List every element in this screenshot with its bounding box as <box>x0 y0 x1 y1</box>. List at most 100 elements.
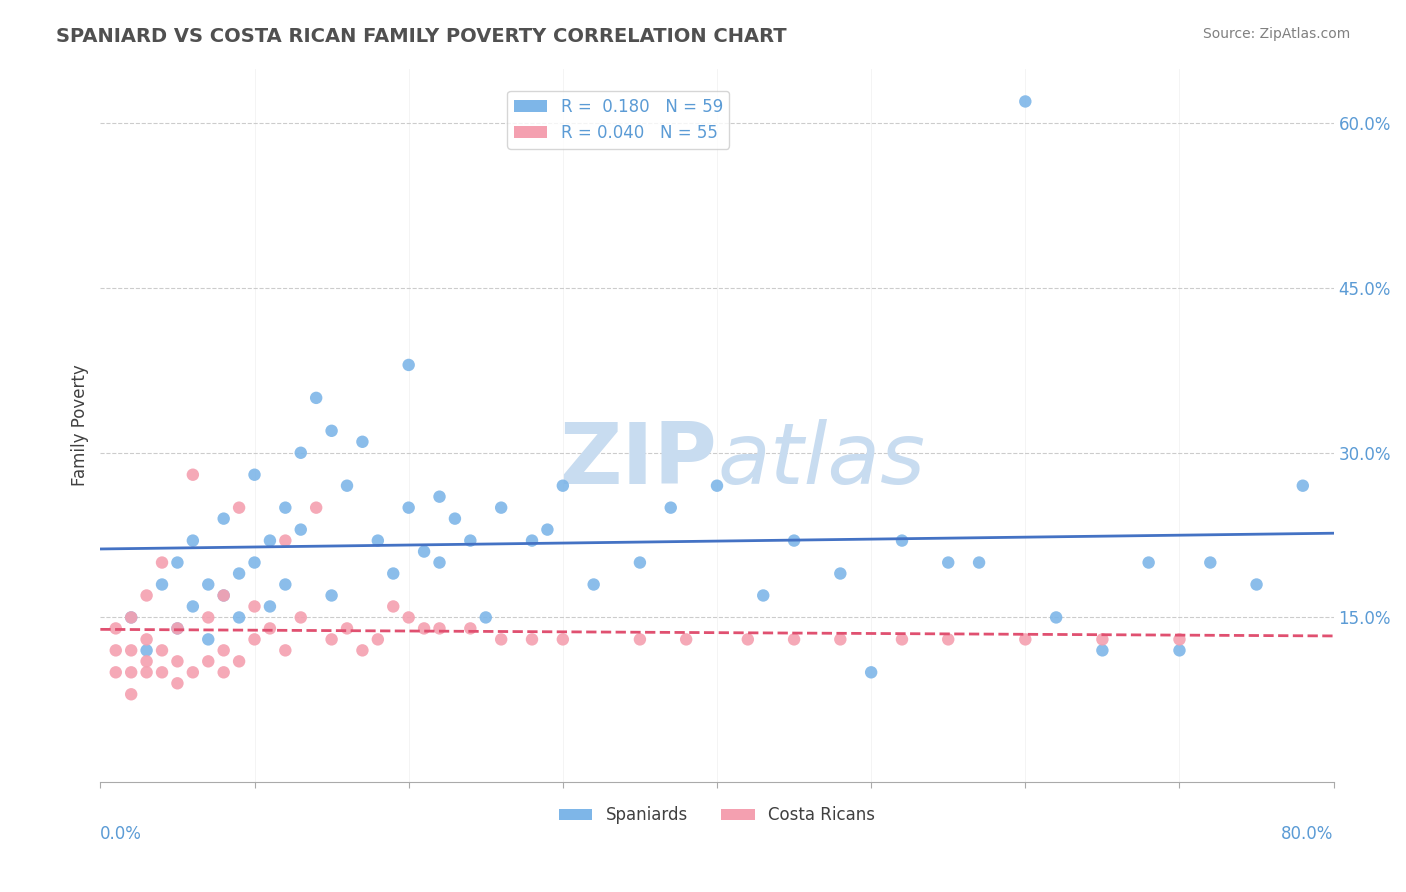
Point <box>891 533 914 548</box>
Point <box>489 632 512 647</box>
Point <box>551 632 574 647</box>
Point <box>274 500 297 515</box>
Point <box>305 391 328 405</box>
Point <box>1091 643 1114 657</box>
Point <box>243 556 266 570</box>
Point <box>181 599 204 614</box>
Point <box>1014 95 1036 109</box>
Point <box>120 687 142 701</box>
Point <box>181 467 204 482</box>
Point <box>382 566 405 581</box>
Point <box>1168 632 1191 647</box>
Point <box>290 446 312 460</box>
Point <box>135 665 157 680</box>
Point <box>120 643 142 657</box>
Point <box>166 621 188 635</box>
Point <box>197 610 219 624</box>
Point <box>398 500 420 515</box>
Point <box>413 621 436 635</box>
Point <box>891 632 914 647</box>
Point <box>197 654 219 668</box>
Text: atlas: atlas <box>717 419 925 502</box>
Text: Source: ZipAtlas.com: Source: ZipAtlas.com <box>1202 27 1350 41</box>
Point <box>706 479 728 493</box>
Point <box>321 424 343 438</box>
Point <box>398 358 420 372</box>
Point <box>830 566 852 581</box>
Point <box>429 621 451 635</box>
Point <box>382 599 405 614</box>
Point <box>860 665 883 680</box>
Point <box>135 589 157 603</box>
Text: 80.0%: 80.0% <box>1281 825 1334 843</box>
Point <box>628 556 651 570</box>
Point <box>305 500 328 515</box>
Point <box>212 511 235 525</box>
Point <box>1168 643 1191 657</box>
Point <box>444 511 467 525</box>
Point <box>830 632 852 647</box>
Text: 0.0%: 0.0% <box>100 825 142 843</box>
Point <box>150 577 173 591</box>
Point <box>228 654 250 668</box>
Point <box>967 556 990 570</box>
Point <box>336 479 359 493</box>
Point <box>212 643 235 657</box>
Point <box>243 632 266 647</box>
Point <box>104 643 127 657</box>
Point <box>212 589 235 603</box>
Point <box>1045 610 1067 624</box>
Point <box>212 665 235 680</box>
Point <box>135 643 157 657</box>
Point <box>1091 632 1114 647</box>
Point <box>259 621 281 635</box>
Point <box>321 589 343 603</box>
Point <box>352 434 374 449</box>
Legend: Spaniards, Costa Ricans: Spaniards, Costa Ricans <box>553 799 882 830</box>
Point <box>398 610 420 624</box>
Point <box>120 665 142 680</box>
Point <box>367 632 389 647</box>
Point <box>321 632 343 647</box>
Point <box>659 500 682 515</box>
Point <box>1246 577 1268 591</box>
Point <box>1199 556 1222 570</box>
Point <box>166 676 188 690</box>
Point <box>474 610 496 624</box>
Point <box>429 556 451 570</box>
Point <box>228 500 250 515</box>
Point <box>429 490 451 504</box>
Point <box>166 621 188 635</box>
Point <box>228 566 250 581</box>
Point <box>197 577 219 591</box>
Point <box>274 533 297 548</box>
Point <box>352 643 374 657</box>
Point <box>737 632 759 647</box>
Point <box>135 632 157 647</box>
Point <box>120 610 142 624</box>
Point <box>212 589 235 603</box>
Point <box>489 500 512 515</box>
Point <box>197 632 219 647</box>
Point <box>259 533 281 548</box>
Point <box>104 665 127 680</box>
Point <box>551 479 574 493</box>
Point <box>460 533 482 548</box>
Point <box>150 665 173 680</box>
Point <box>228 610 250 624</box>
Text: SPANIARD VS COSTA RICAN FAMILY POVERTY CORRELATION CHART: SPANIARD VS COSTA RICAN FAMILY POVERTY C… <box>56 27 787 45</box>
Point <box>290 523 312 537</box>
Point <box>120 610 142 624</box>
Point <box>675 632 697 647</box>
Point <box>520 632 543 647</box>
Point <box>181 533 204 548</box>
Point <box>243 599 266 614</box>
Point <box>413 544 436 558</box>
Point <box>274 577 297 591</box>
Point <box>536 523 558 537</box>
Point <box>783 533 806 548</box>
Point <box>259 599 281 614</box>
Point <box>1137 556 1160 570</box>
Point <box>166 556 188 570</box>
Point <box>1014 632 1036 647</box>
